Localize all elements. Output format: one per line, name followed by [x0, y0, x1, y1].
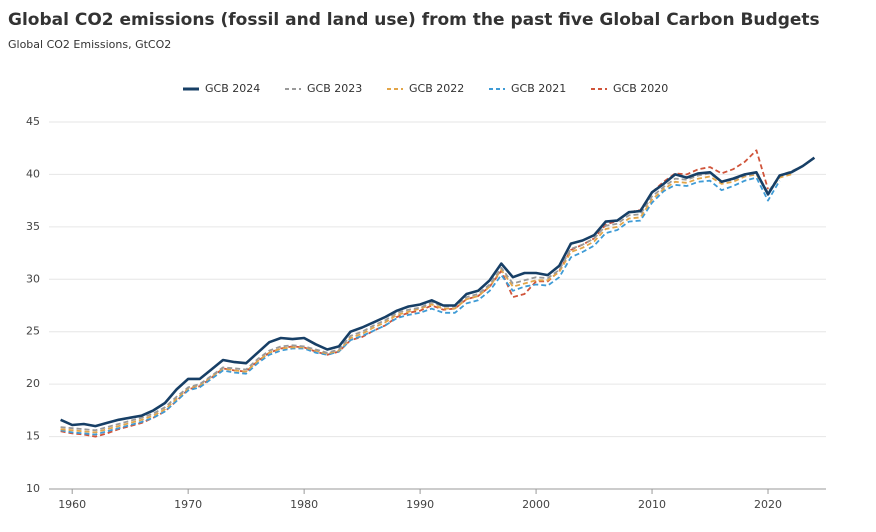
x-tick-label: 2020: [754, 498, 782, 511]
series-line: [60, 156, 816, 428]
legend-label: GCB 2024: [205, 82, 260, 95]
y-tick-label: 10: [26, 482, 40, 495]
x-tick-label: 2000: [522, 498, 550, 511]
x-tick-label: 1970: [174, 498, 202, 511]
series-line: [60, 176, 781, 436]
x-tick-label: 2010: [638, 498, 666, 511]
x-tick-label: 1990: [406, 498, 434, 511]
y-tick-label: 20: [26, 377, 40, 390]
series-line: [60, 173, 792, 434]
y-tick-label: 40: [26, 167, 40, 180]
x-tick-label: 1980: [290, 498, 318, 511]
legend-label: GCB 2020: [613, 82, 668, 95]
legend-label: GCB 2022: [409, 82, 464, 95]
chart-subtitle: Global CO2 Emissions, GtCO2: [8, 38, 171, 51]
y-tick-label: 15: [26, 430, 40, 443]
legend-label: GCB 2021: [511, 82, 566, 95]
series-line: [60, 149, 769, 438]
y-tick-label: 35: [26, 220, 40, 233]
series-line: [60, 165, 804, 432]
x-tick-label: 1960: [58, 498, 86, 511]
y-tick-label: 30: [26, 272, 40, 285]
y-tick-label: 25: [26, 325, 40, 338]
y-tick-label: 45: [26, 115, 40, 128]
chart-title: Global CO2 emissions (fossil and land us…: [8, 10, 820, 30]
legend-label: GCB 2023: [307, 82, 362, 95]
